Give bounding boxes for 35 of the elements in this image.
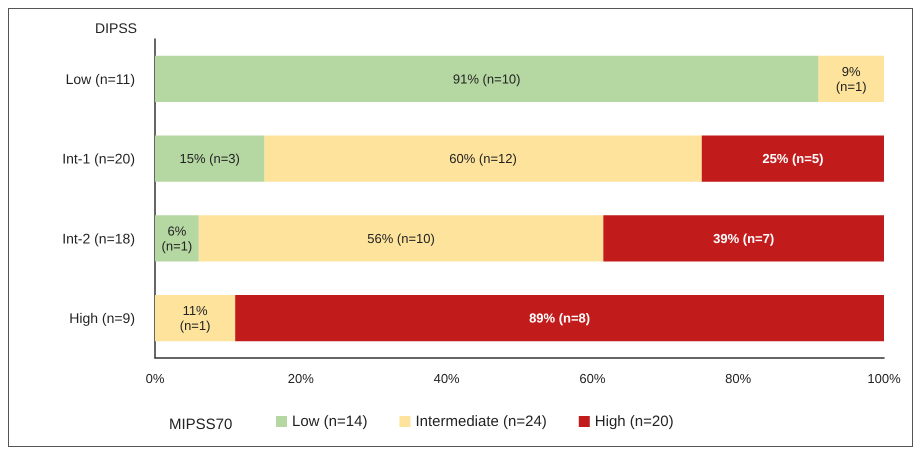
bar	[155, 215, 199, 262]
data-label: 56% (n=10)	[367, 230, 435, 246]
bar	[155, 56, 818, 102]
y-axis-title: DIPSS	[94, 20, 137, 36]
data-label: 6% (n=1)	[162, 223, 192, 254]
x-tick-label: 0%	[146, 371, 165, 386]
bar	[702, 136, 884, 182]
x-tick-label: 100%	[867, 371, 902, 386]
x-tick-label: 20%	[288, 371, 314, 386]
y-tick-label: Low (n=11)	[66, 70, 135, 87]
bar	[155, 295, 236, 342]
bar	[198, 215, 604, 262]
data-label: 15% (n=3)	[180, 151, 240, 166]
data-label: 11% (n=1)	[180, 303, 210, 334]
legend-title: MIPSS70	[169, 416, 232, 433]
legend-label: Intermediate (n=24)	[415, 413, 547, 430]
x-tick-label: 80%	[725, 371, 752, 386]
x-tick-label: 60%	[579, 371, 606, 386]
y-tick-label: Int-1 (n=20)	[62, 150, 135, 167]
legend-label: High (n=20)	[594, 413, 674, 430]
data-label: 91% (n=10)	[452, 71, 520, 86]
data-label: 9% (n=1)	[836, 64, 867, 94]
data-label: 60% (n=12)	[449, 151, 517, 166]
data-label: 39% (n=7)	[713, 230, 774, 246]
bar	[235, 295, 884, 342]
y-tick-label: Int-2 (n=18)	[62, 230, 135, 246]
bar	[155, 136, 264, 182]
y-tick-label: High (n=9)	[69, 310, 135, 326]
bar	[264, 136, 702, 182]
data-label: 25% (n=5)	[762, 151, 824, 166]
bar	[818, 56, 884, 102]
legend-label: Low (n=14)	[292, 413, 368, 430]
x-tick-label: 40%	[434, 371, 460, 386]
data-label: 89% (n=8)	[529, 310, 590, 326]
bar	[603, 215, 884, 262]
